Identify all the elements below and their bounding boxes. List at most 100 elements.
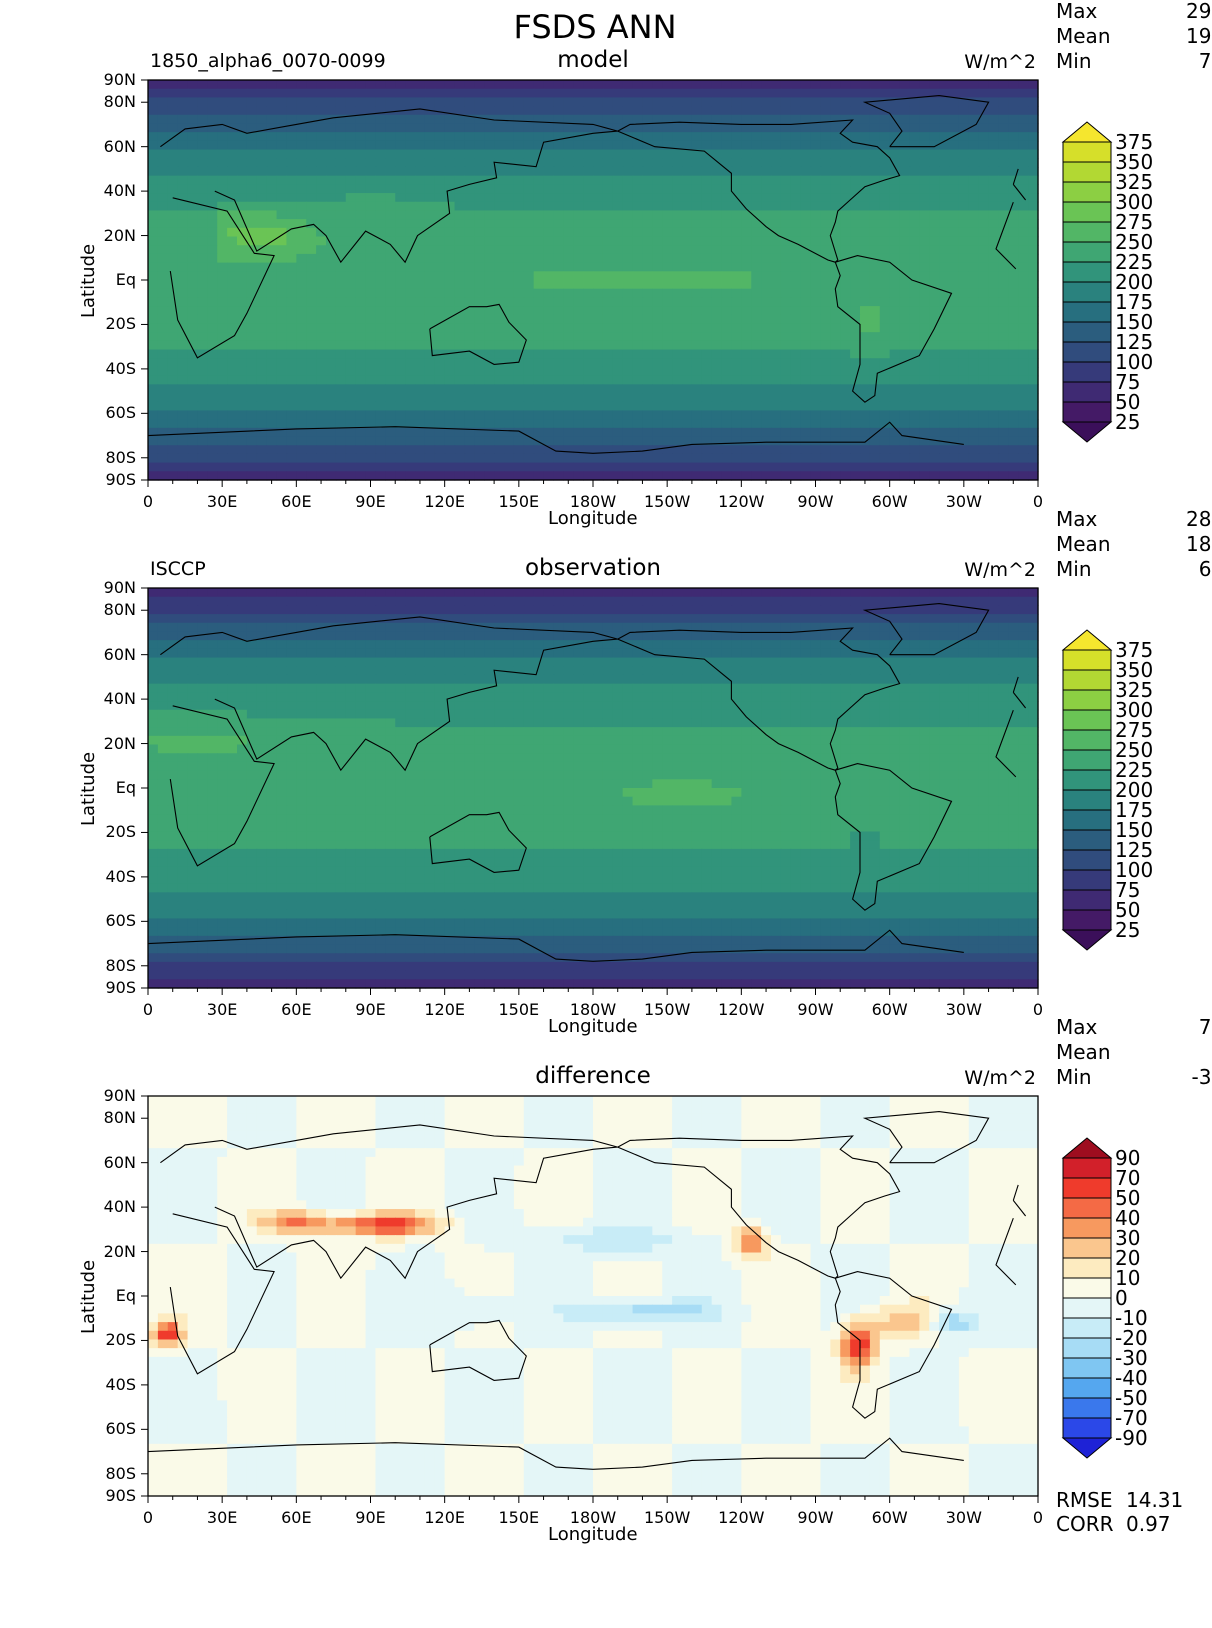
latitude-tick-label: 90S (105, 1486, 136, 1505)
longitude-tick-label: 0 (1032, 492, 1044, 511)
colorbar-bin (1062, 181, 1112, 203)
longitude-tick-label: 60E (281, 1000, 312, 1019)
y-axis-title: Latitude (78, 1259, 99, 1334)
colorbar-bin (1062, 1397, 1112, 1419)
colorbar-bin (1062, 241, 1112, 263)
colorbar-top-triangle (1061, 121, 1113, 143)
latitude-tick-label: 20N (103, 1241, 136, 1261)
stat-mean-value: 189.39 (1186, 532, 1212, 556)
latitude-tick-label: Eq (115, 270, 136, 289)
longitude-tick-label: 30W (945, 1000, 982, 1019)
colorbar-top-triangle (1061, 629, 1113, 651)
colorbar-bin (1062, 869, 1112, 891)
latitude-tick-label: Eq (115, 778, 136, 797)
latitude-tick-label: 20S (105, 822, 136, 842)
colorbar-label: 50 (1115, 1186, 1141, 1210)
colorbar-bin (1062, 401, 1112, 423)
case-label: ISCCP (150, 558, 206, 580)
stat-max-label: Max (1056, 507, 1098, 531)
colorbar-bin (1062, 221, 1112, 243)
colorbar-bin (1062, 849, 1112, 871)
stat-mean-value: 191.84 (1186, 24, 1212, 48)
corr-value: 0.97 (1126, 1512, 1171, 1536)
longitude-tick-label: 150W (643, 1508, 691, 1527)
colorbar-bin (1062, 769, 1112, 791)
map-canvas (141, 1095, 1113, 1503)
colorbar-label: 300 (1115, 698, 1154, 722)
longitude-tick-label: 60W (871, 1000, 908, 1019)
longitude-tick-label: 30E (206, 1508, 238, 1527)
latitude-tick-label: 20N (103, 733, 136, 753)
x-axis-title: Longitude (548, 1524, 638, 1545)
latitude-tick-label: 60S (105, 1419, 136, 1439)
longitude-tick-label: 120W (718, 1000, 765, 1019)
longitude-tick-label: 0 (1032, 1508, 1044, 1527)
latitude-tick-label: Eq (115, 1286, 136, 1305)
colorbar-bin (1062, 1297, 1112, 1319)
colorbar-bin (1062, 281, 1112, 303)
colorbar-bin (1062, 301, 1112, 323)
colorbar-bin (1062, 1377, 1112, 1399)
latitude-tick-label: 60N (103, 644, 136, 664)
latitude-tick-label: 80N (103, 92, 136, 112)
colorbar-bin (1062, 1357, 1112, 1379)
colorbar-bin (1062, 649, 1112, 671)
latitude-tick-label: 90N (103, 1086, 136, 1105)
colorbar-label: 250 (1115, 738, 1154, 762)
units-label: W/m^2 (964, 1067, 1036, 1089)
colorbar-bin (1062, 1217, 1112, 1239)
panel-subtitle: observation (524, 555, 662, 581)
longitude-tick-label: 180W (569, 1508, 617, 1527)
latitude-tick-label: 90N (103, 70, 136, 89)
colorbar-label: 40 (1115, 1206, 1141, 1230)
axis-ticks (141, 79, 1039, 487)
latitude-tick-label: 20N (103, 225, 136, 245)
colorbar-bin (1062, 161, 1112, 183)
colorbar-label: -40 (1115, 1366, 1148, 1390)
stat-min-value: 61.12 (1198, 557, 1212, 581)
colorbar-label: 25 (1115, 918, 1141, 942)
colorbar-bin (1062, 709, 1112, 731)
x-axis-title: Longitude (548, 1016, 638, 1037)
figure-title: FSDS ANN (513, 8, 677, 46)
stat-min-label: Min (1056, 1065, 1092, 1089)
longitude-tick-label: 120E (424, 1000, 465, 1019)
latitude-tick-label: 80N (103, 1108, 136, 1128)
map-canvas (141, 79, 1113, 487)
field-shading (148, 1096, 1039, 1497)
colorbar-bin (1062, 1337, 1112, 1359)
longitude-tick-label: 180W (569, 492, 617, 511)
colorbar-label: 225 (1115, 250, 1154, 274)
colorbar-label: 200 (1115, 270, 1154, 294)
colorbar-bin (1062, 789, 1112, 811)
stat-min-value: 70.54 (1198, 49, 1212, 73)
model-panel: 0 30E 60E 90E 120E 150E 180W 150W 120W 90W 60W 30W 0… (0, 0, 1212, 529)
colorbar-label: 125 (1115, 330, 1154, 354)
colorbar-bin (1062, 261, 1112, 283)
stat-max-label: Max (1056, 0, 1098, 23)
longitude-tick-label: 60W (871, 492, 908, 511)
colorbar-bin (1062, 321, 1112, 343)
colorbar-bin (1062, 909, 1112, 931)
colorbar-label: 300 (1115, 190, 1154, 214)
colorbar (1061, 1137, 1113, 1459)
field-shading (148, 588, 1039, 989)
rmse-value: 14.31 (1126, 1488, 1184, 1512)
longitude-tick-label: 150E (498, 492, 540, 511)
colorbar-label: 225 (1115, 758, 1154, 782)
coastlines (147, 603, 1027, 962)
longitude-tick-label: 150W (643, 1000, 691, 1019)
axis-ticks (141, 1095, 1039, 1503)
colorbar-bin (1062, 141, 1112, 163)
colorbar-label: 250 (1115, 230, 1154, 254)
stat-max-value: 286.40 (1186, 507, 1212, 531)
latitude-tick-label: 40N (103, 1197, 136, 1217)
colorbar-top-triangle (1061, 1137, 1113, 1159)
colorbar-label: 375 (1115, 130, 1154, 154)
units-label: W/m^2 (964, 559, 1036, 581)
latitude-tick-label: 20S (105, 314, 136, 334)
colorbar-bin (1062, 809, 1112, 831)
colorbar-bin (1062, 1157, 1112, 1179)
stat-min-value: -36.76 (1191, 1065, 1212, 1089)
colorbar-label: -20 (1115, 1326, 1148, 1350)
